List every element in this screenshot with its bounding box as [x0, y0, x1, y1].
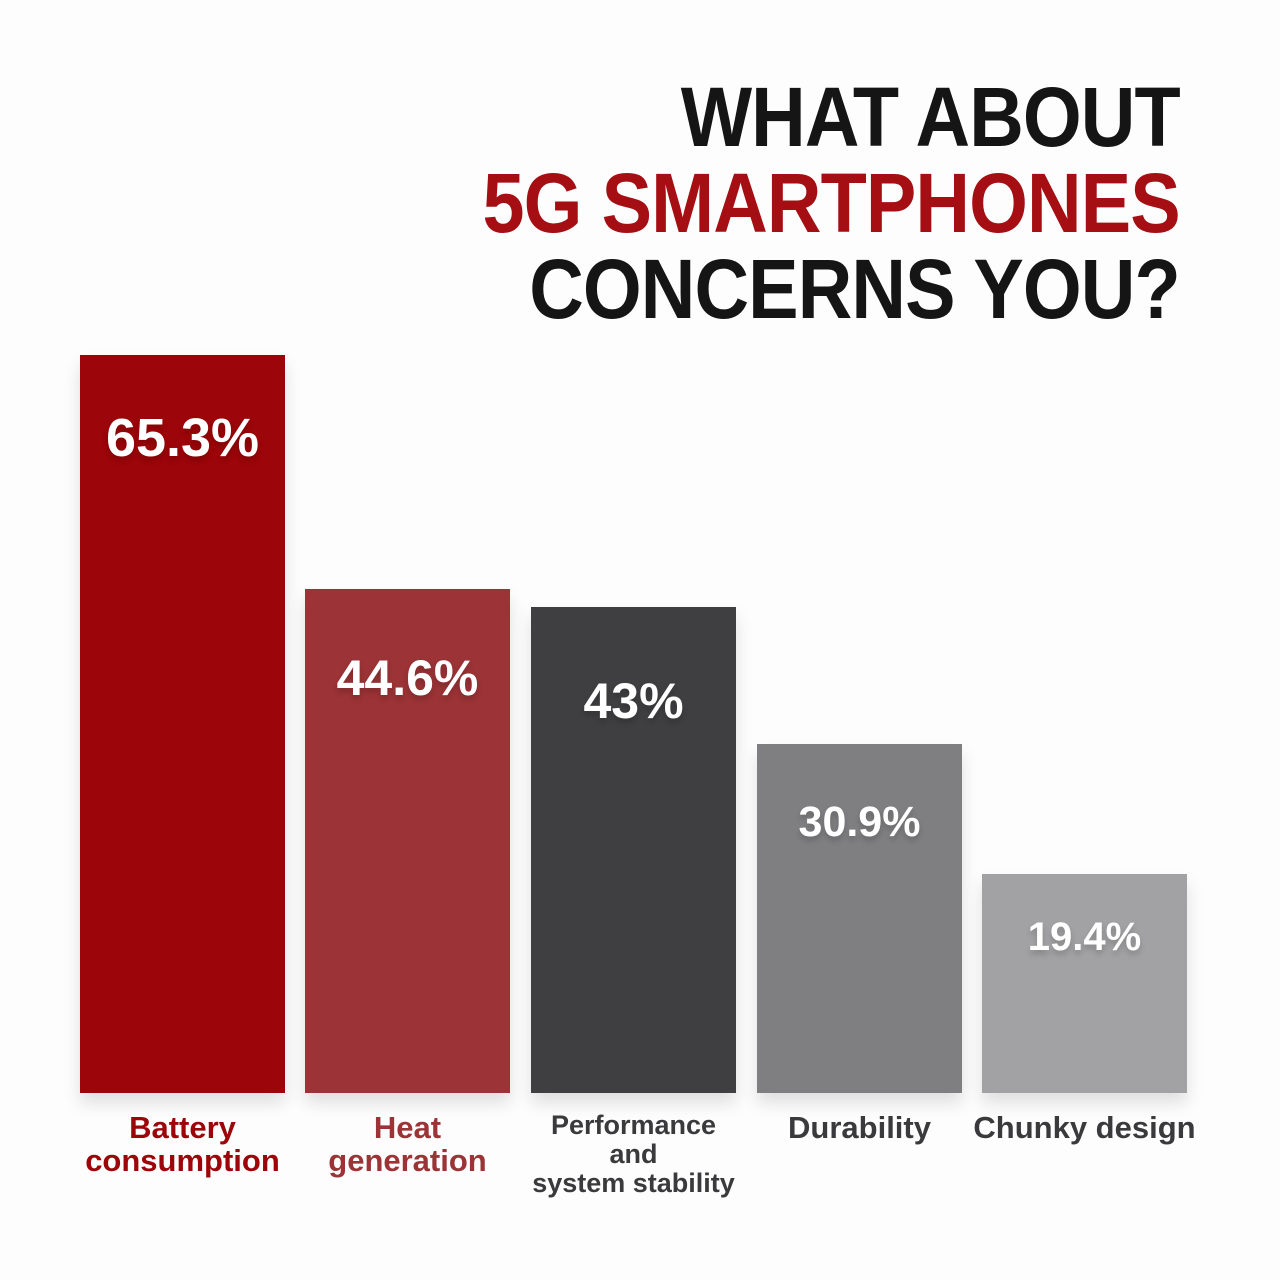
value-label-heat-generation: 44.6%: [336, 650, 479, 706]
value-label-chunky-design: 19.4%: [1027, 915, 1142, 959]
value-label-durability: 30.9%: [798, 798, 921, 846]
category-label-line: and: [609, 1139, 658, 1170]
category-label-battery-consumption: Battery consumption: [38, 1111, 328, 1178]
title-line-3: CONCERNS YOU?: [529, 242, 1180, 336]
bar-chart: 65.3% Battery consumption 44.6% Heat gen…: [80, 355, 1196, 1198]
category-label-performance-system-stability: Performance and system stability: [489, 1110, 779, 1199]
title-line-2: 5G SMARTPHONES: [482, 156, 1181, 250]
bar-heat-generation: 44.6% Heat generation: [305, 589, 510, 1178]
category-label-line: Heat: [373, 1110, 442, 1145]
bar-battery-consumption: 65.3% Battery consumption: [80, 355, 285, 1178]
category-label-line: Chunky design: [973, 1110, 1196, 1145]
category-label-durability: Durability: [715, 1110, 1005, 1145]
value-label-battery-consumption: 65.3%: [105, 408, 260, 468]
title-line-1: WHAT ABOUT: [680, 70, 1181, 164]
category-label-chunky-design: Chunky design: [940, 1110, 1230, 1145]
category-label-line: Battery: [129, 1110, 236, 1145]
category-label-line: Durability: [788, 1110, 931, 1145]
category-label-line: generation: [328, 1143, 487, 1179]
value-label-performance-system-stability: 43%: [583, 673, 684, 729]
bar-chunky-design: 19.4% Chunky design: [973, 874, 1196, 1144]
category-label-line: system stability: [532, 1168, 735, 1199]
category-label-line: Performance: [550, 1110, 717, 1140]
category-label-heat-generation: Heat generation: [263, 1111, 553, 1178]
bar-durability: 30.9% Durability: [757, 744, 962, 1144]
category-label-line: consumption: [85, 1143, 280, 1179]
chart-title: WHAT ABOUT 5G SMARTPHONES CONCERNS YOU?: [482, 70, 1181, 336]
bar-performance-system-stability: 43% Performance and system stability: [531, 607, 736, 1198]
